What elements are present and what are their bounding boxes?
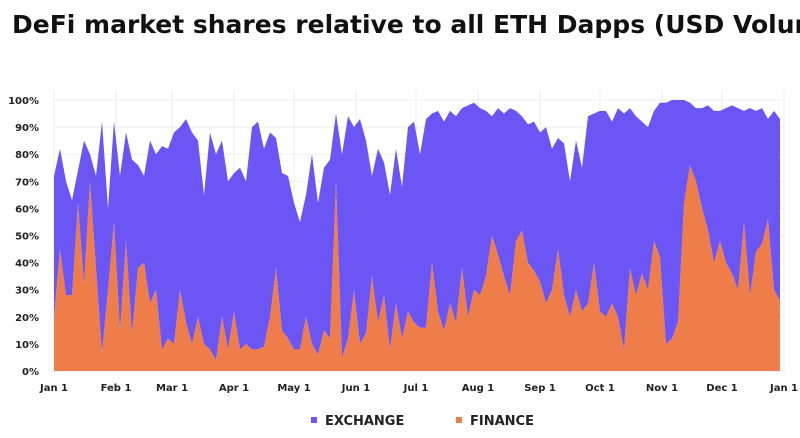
x-tick-label: Jan 1	[769, 383, 798, 394]
x-tick-label: Sep 1	[524, 383, 556, 394]
x-tick-label: Jun 1	[341, 383, 370, 394]
y-tick-label: 80%	[15, 150, 39, 161]
x-tick-label: Jul 1	[403, 383, 429, 394]
y-tick-label: 50%	[15, 232, 39, 243]
chart-title: DeFi market shares relative to all ETH D…	[12, 10, 800, 39]
y-tick-label: 40%	[15, 259, 39, 270]
x-tick-label: Feb 1	[101, 383, 132, 394]
legend: EXCHANGE FINANCE	[311, 414, 534, 429]
area-exchange	[54, 100, 780, 361]
y-tick-label: 60%	[15, 204, 39, 215]
y-tick-label: 100%	[8, 96, 39, 107]
x-tick-label: Dec 1	[706, 383, 737, 394]
legend-swatch-exchange	[311, 417, 317, 423]
legend-swatch-finance	[456, 417, 462, 423]
x-tick-label: Aug 1	[462, 383, 494, 394]
x-axis: Jan 1 Feb 1 Mar 1 Apr 1 May 1 Jun 1 Jul 1 Aug 1…	[39, 383, 798, 394]
legend-item-exchange[interactable]: EXCHANGE	[311, 414, 404, 429]
area-finance	[54, 165, 780, 371]
x-tick-label: Apr 1	[219, 383, 249, 394]
x-tick-label: Jan 1	[39, 383, 68, 394]
y-tick-label: 90%	[15, 123, 39, 134]
y-tick-label: 30%	[15, 286, 39, 297]
x-tick-label: Oct 1	[585, 383, 615, 394]
x-tick-label: Nov 1	[646, 383, 678, 394]
legend-item-finance[interactable]: FINANCE	[456, 414, 534, 429]
y-tick-label: 20%	[15, 313, 39, 324]
y-tick-label: 0%	[22, 367, 39, 378]
y-tick-label: 70%	[15, 177, 39, 188]
area-series	[54, 100, 780, 371]
x-tick-label: Mar 1	[156, 383, 188, 394]
y-axis: 0% 10% 20% 30% 40% 50% 60% 70% 80% 90% 100%	[8, 96, 39, 378]
legend-label-exchange: EXCHANGE	[325, 414, 404, 429]
y-tick-label: 10%	[15, 340, 39, 351]
x-tick-label: May 1	[277, 383, 310, 394]
legend-label-finance: FINANCE	[470, 414, 534, 429]
